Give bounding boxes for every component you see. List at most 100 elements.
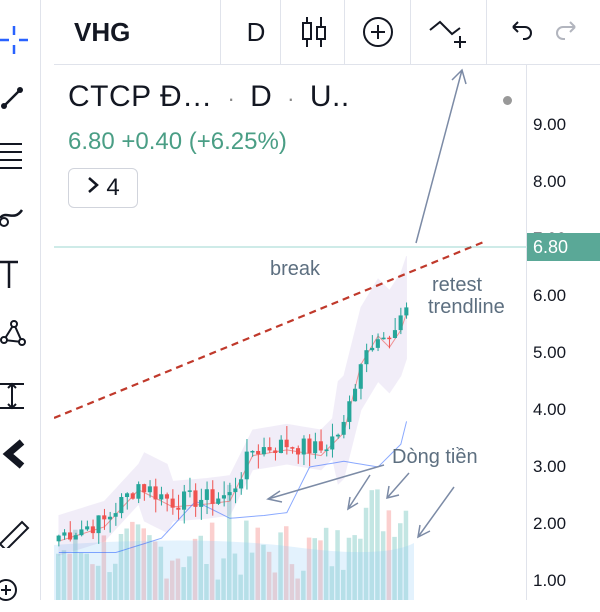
price-tick: 1.00 xyxy=(533,571,567,590)
candle-body xyxy=(210,489,215,504)
price-tick: 2.00 xyxy=(533,514,567,533)
money-flow-arrow xyxy=(266,464,385,503)
candle-body xyxy=(404,307,409,316)
volume-bar xyxy=(152,541,158,600)
candle-body xyxy=(136,484,141,499)
volume-bar xyxy=(73,529,78,600)
volume-bar xyxy=(398,523,403,600)
trend-line-icon[interactable] xyxy=(0,76,40,116)
volume-bar xyxy=(289,564,295,600)
measure-icon[interactable] xyxy=(0,378,40,418)
undo-button[interactable] xyxy=(502,12,538,52)
annotation-break: break xyxy=(270,258,321,280)
volume-bar xyxy=(181,567,186,600)
ruler-icon[interactable] xyxy=(0,508,40,548)
volume-bar xyxy=(284,526,289,600)
candle-body xyxy=(102,515,107,520)
candle-body xyxy=(62,532,67,536)
volume-bar xyxy=(403,510,409,600)
last-price-label: 6.80 xyxy=(527,233,600,261)
volume-bar xyxy=(341,569,346,600)
candle-body xyxy=(147,486,152,493)
add-indicator-button[interactable] xyxy=(360,12,396,52)
candle-body xyxy=(142,484,147,493)
pattern-icon[interactable] xyxy=(0,314,40,354)
candle-body xyxy=(107,516,112,520)
candle-body xyxy=(353,388,358,402)
volume-bar xyxy=(192,538,198,600)
volume-bar xyxy=(380,531,386,600)
volume-bar xyxy=(164,578,169,600)
annotation-money-flow: Dòng tiền xyxy=(392,446,478,468)
chart-pane[interactable] xyxy=(54,65,526,600)
zoom-icon[interactable] xyxy=(0,572,40,612)
candle-body xyxy=(56,535,61,542)
brush-icon[interactable] xyxy=(0,194,40,234)
price-tick: 8.00 xyxy=(533,172,567,191)
volume-bar xyxy=(261,544,266,600)
interval-button[interactable]: D xyxy=(246,16,266,47)
price-axis[interactable]: 9.00 8.00 7.00 6.00 5.00 4.00 3.00 2.00 … xyxy=(526,65,600,600)
legend-separator: · xyxy=(227,86,236,111)
candles-icon xyxy=(302,17,326,47)
chart-type-button[interactable] xyxy=(296,12,332,52)
crosshair-icon[interactable] xyxy=(0,20,40,60)
legend-interval: D xyxy=(250,80,273,113)
volume-bar xyxy=(204,563,209,600)
candle-body xyxy=(392,330,397,338)
candle-body xyxy=(159,494,164,500)
toolbar-divider xyxy=(220,0,221,64)
price-chart[interactable] xyxy=(54,65,526,600)
volume-bar xyxy=(386,510,392,600)
candle-body xyxy=(290,447,295,449)
volume-bar xyxy=(221,558,226,600)
volume-bar xyxy=(278,532,283,600)
candle-body xyxy=(335,434,340,437)
candle-body xyxy=(216,498,221,504)
candle-body xyxy=(73,535,78,540)
fib-icon[interactable] xyxy=(0,134,40,174)
redo-icon xyxy=(556,21,576,40)
volume-bar xyxy=(306,537,312,600)
toolbar-divider xyxy=(486,0,487,64)
candle-body xyxy=(381,337,386,340)
candle-body xyxy=(267,447,272,451)
volume-bar xyxy=(369,490,374,600)
indicators-toggle-button[interactable]: 4 xyxy=(68,168,138,208)
volume-bar xyxy=(318,540,323,600)
bollinger-band xyxy=(58,255,407,556)
candle-body xyxy=(330,436,335,450)
add-alert-button[interactable] xyxy=(426,12,470,52)
text-icon[interactable] xyxy=(0,254,40,294)
volume-bar xyxy=(84,553,89,600)
volume-bar xyxy=(175,558,181,600)
indicator-count: 4 xyxy=(106,174,120,201)
magnet-icon[interactable] xyxy=(0,436,40,476)
volume-bar xyxy=(266,551,272,600)
candle-body xyxy=(90,526,95,534)
candle-body xyxy=(96,515,101,534)
volume-bar xyxy=(323,527,329,600)
redo-button[interactable] xyxy=(550,12,586,52)
legend-title[interactable]: CTCP Đ… · D · U.. xyxy=(68,80,350,114)
price-tick: 3.00 xyxy=(533,457,567,476)
volume-bar xyxy=(209,522,215,600)
volume-bar xyxy=(61,550,67,600)
volume-bar xyxy=(113,563,118,600)
trendline xyxy=(54,239,487,420)
candle-body xyxy=(113,513,118,517)
price-tick: 9.00 xyxy=(533,115,567,134)
toolbar-divider xyxy=(410,0,411,64)
volume-bar xyxy=(187,556,192,600)
candle-body xyxy=(85,526,90,530)
volume-bar xyxy=(227,484,232,600)
line-plus-icon xyxy=(429,20,466,48)
candle-body xyxy=(125,493,130,498)
candle-body xyxy=(182,491,187,510)
volume-bar xyxy=(346,537,352,600)
volume-bar xyxy=(335,530,340,600)
volume-bar xyxy=(135,524,141,600)
symbol-search[interactable]: VHG xyxy=(74,17,131,47)
volume-bar xyxy=(272,572,278,600)
volume-ma-area xyxy=(54,540,414,600)
